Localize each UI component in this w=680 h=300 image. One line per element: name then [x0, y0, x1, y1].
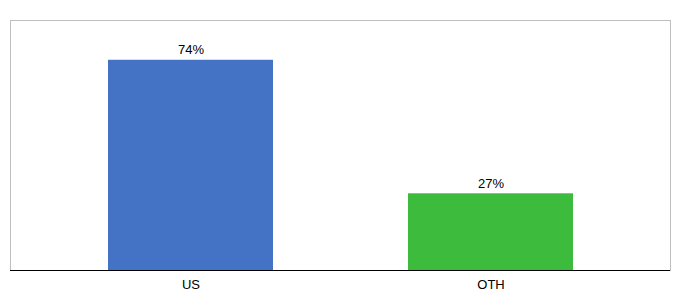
svg-text:US: US — [182, 277, 200, 292]
svg-text:27%: 27% — [478, 176, 504, 191]
svg-text:OTH: OTH — [477, 277, 504, 292]
svg-text:74%: 74% — [178, 42, 204, 57]
